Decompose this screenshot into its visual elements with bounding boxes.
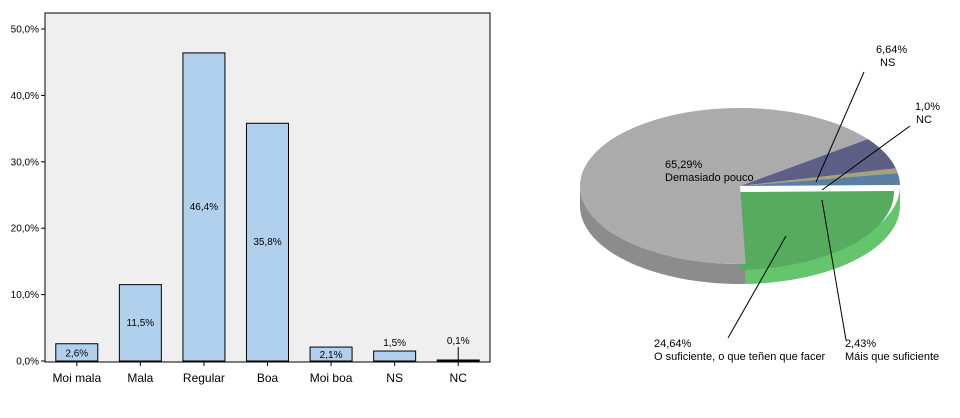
bars: 2,6% Moi mala 11,5% Mala 46,4% Regular 35,8% Bo… (52, 52, 480, 385)
pie-leader-line (821, 125, 911, 191)
bar (118, 284, 162, 362)
y-tick-label: 30,0% (11, 157, 39, 168)
pie-percent-label: 24,64% (654, 338, 692, 350)
bar (309, 346, 353, 362)
pie-leader-line (727, 235, 787, 339)
pie-slice (740, 168, 898, 186)
pie-category-label: NC (916, 114, 932, 126)
x-tick-label: NC (450, 371, 468, 385)
x-tick-label: Boa (257, 371, 279, 385)
y-tick-label: 0,0% (16, 357, 39, 368)
pie-leader-line (815, 71, 865, 183)
pie-chart: 65,29%Demasiado pouco 6,64%NS 1,0%NC 2,43%M… (580, 44, 940, 363)
pie-category-label: O suficiente, o que teñen que facer (654, 351, 826, 363)
pie-category-label: NS (880, 57, 895, 69)
pie-leader-line (821, 199, 847, 341)
x-tick-label: Moi mala (52, 371, 101, 385)
bar-value-label: 0,1% (447, 336, 470, 347)
pie-percent-label: 6,64% (876, 44, 907, 56)
bar-chart: 0,0% 10,0% 20,0% 30,0% 40,0% 50,0% 2,6% Moi ma… (11, 12, 491, 385)
x-tick-label: Mala (127, 371, 153, 385)
pie-labels: 65,29%Demasiado pouco 6,64%NS 1,0%NC 2,43%M… (654, 44, 940, 363)
bar-value-label: 1,5% (383, 338, 406, 349)
y-tick-label: 20,0% (11, 224, 39, 235)
pie-slice (734, 190, 894, 270)
y-tick-label: 40,0% (11, 91, 39, 102)
pie-percent-label: 1,0% (915, 101, 940, 113)
bar-value-label: 46,4% (190, 202, 218, 213)
bar (246, 122, 289, 362)
bar-value-label: 35,8% (253, 237, 281, 248)
y-axis: 0,0% 10,0% 20,0% 30,0% 40,0% 50,0% (11, 13, 46, 368)
bar-value-label: 11,5% (127, 318, 155, 329)
pie-percent-label: 65,29% (665, 159, 703, 171)
pie-category-label: Máis que suficiente (845, 351, 939, 363)
pie-percent-label: 2,43% (845, 338, 876, 350)
pie-slices (580, 107, 900, 270)
pie-slice (740, 139, 896, 186)
x-tick-label: Regular (183, 371, 225, 385)
bar-value-label: 2,1% (320, 350, 343, 361)
y-tick-label: 50,0% (11, 25, 39, 36)
x-tick-label: NS (386, 371, 403, 385)
bar (55, 343, 99, 362)
bar-value-label: 2,6% (65, 348, 88, 359)
pie-depth (580, 186, 900, 284)
x-tick-label: Moi boa (310, 371, 353, 385)
bar (436, 359, 480, 362)
y-tick-label: 10,0% (11, 290, 39, 301)
pie-slice (580, 107, 868, 264)
pie-slice-side (745, 186, 900, 284)
pie-slice (740, 173, 900, 186)
bar (182, 52, 226, 362)
pie-slice-side (580, 186, 746, 284)
pie-category-label: Demasiado pouco (665, 172, 754, 184)
bar (373, 350, 417, 362)
